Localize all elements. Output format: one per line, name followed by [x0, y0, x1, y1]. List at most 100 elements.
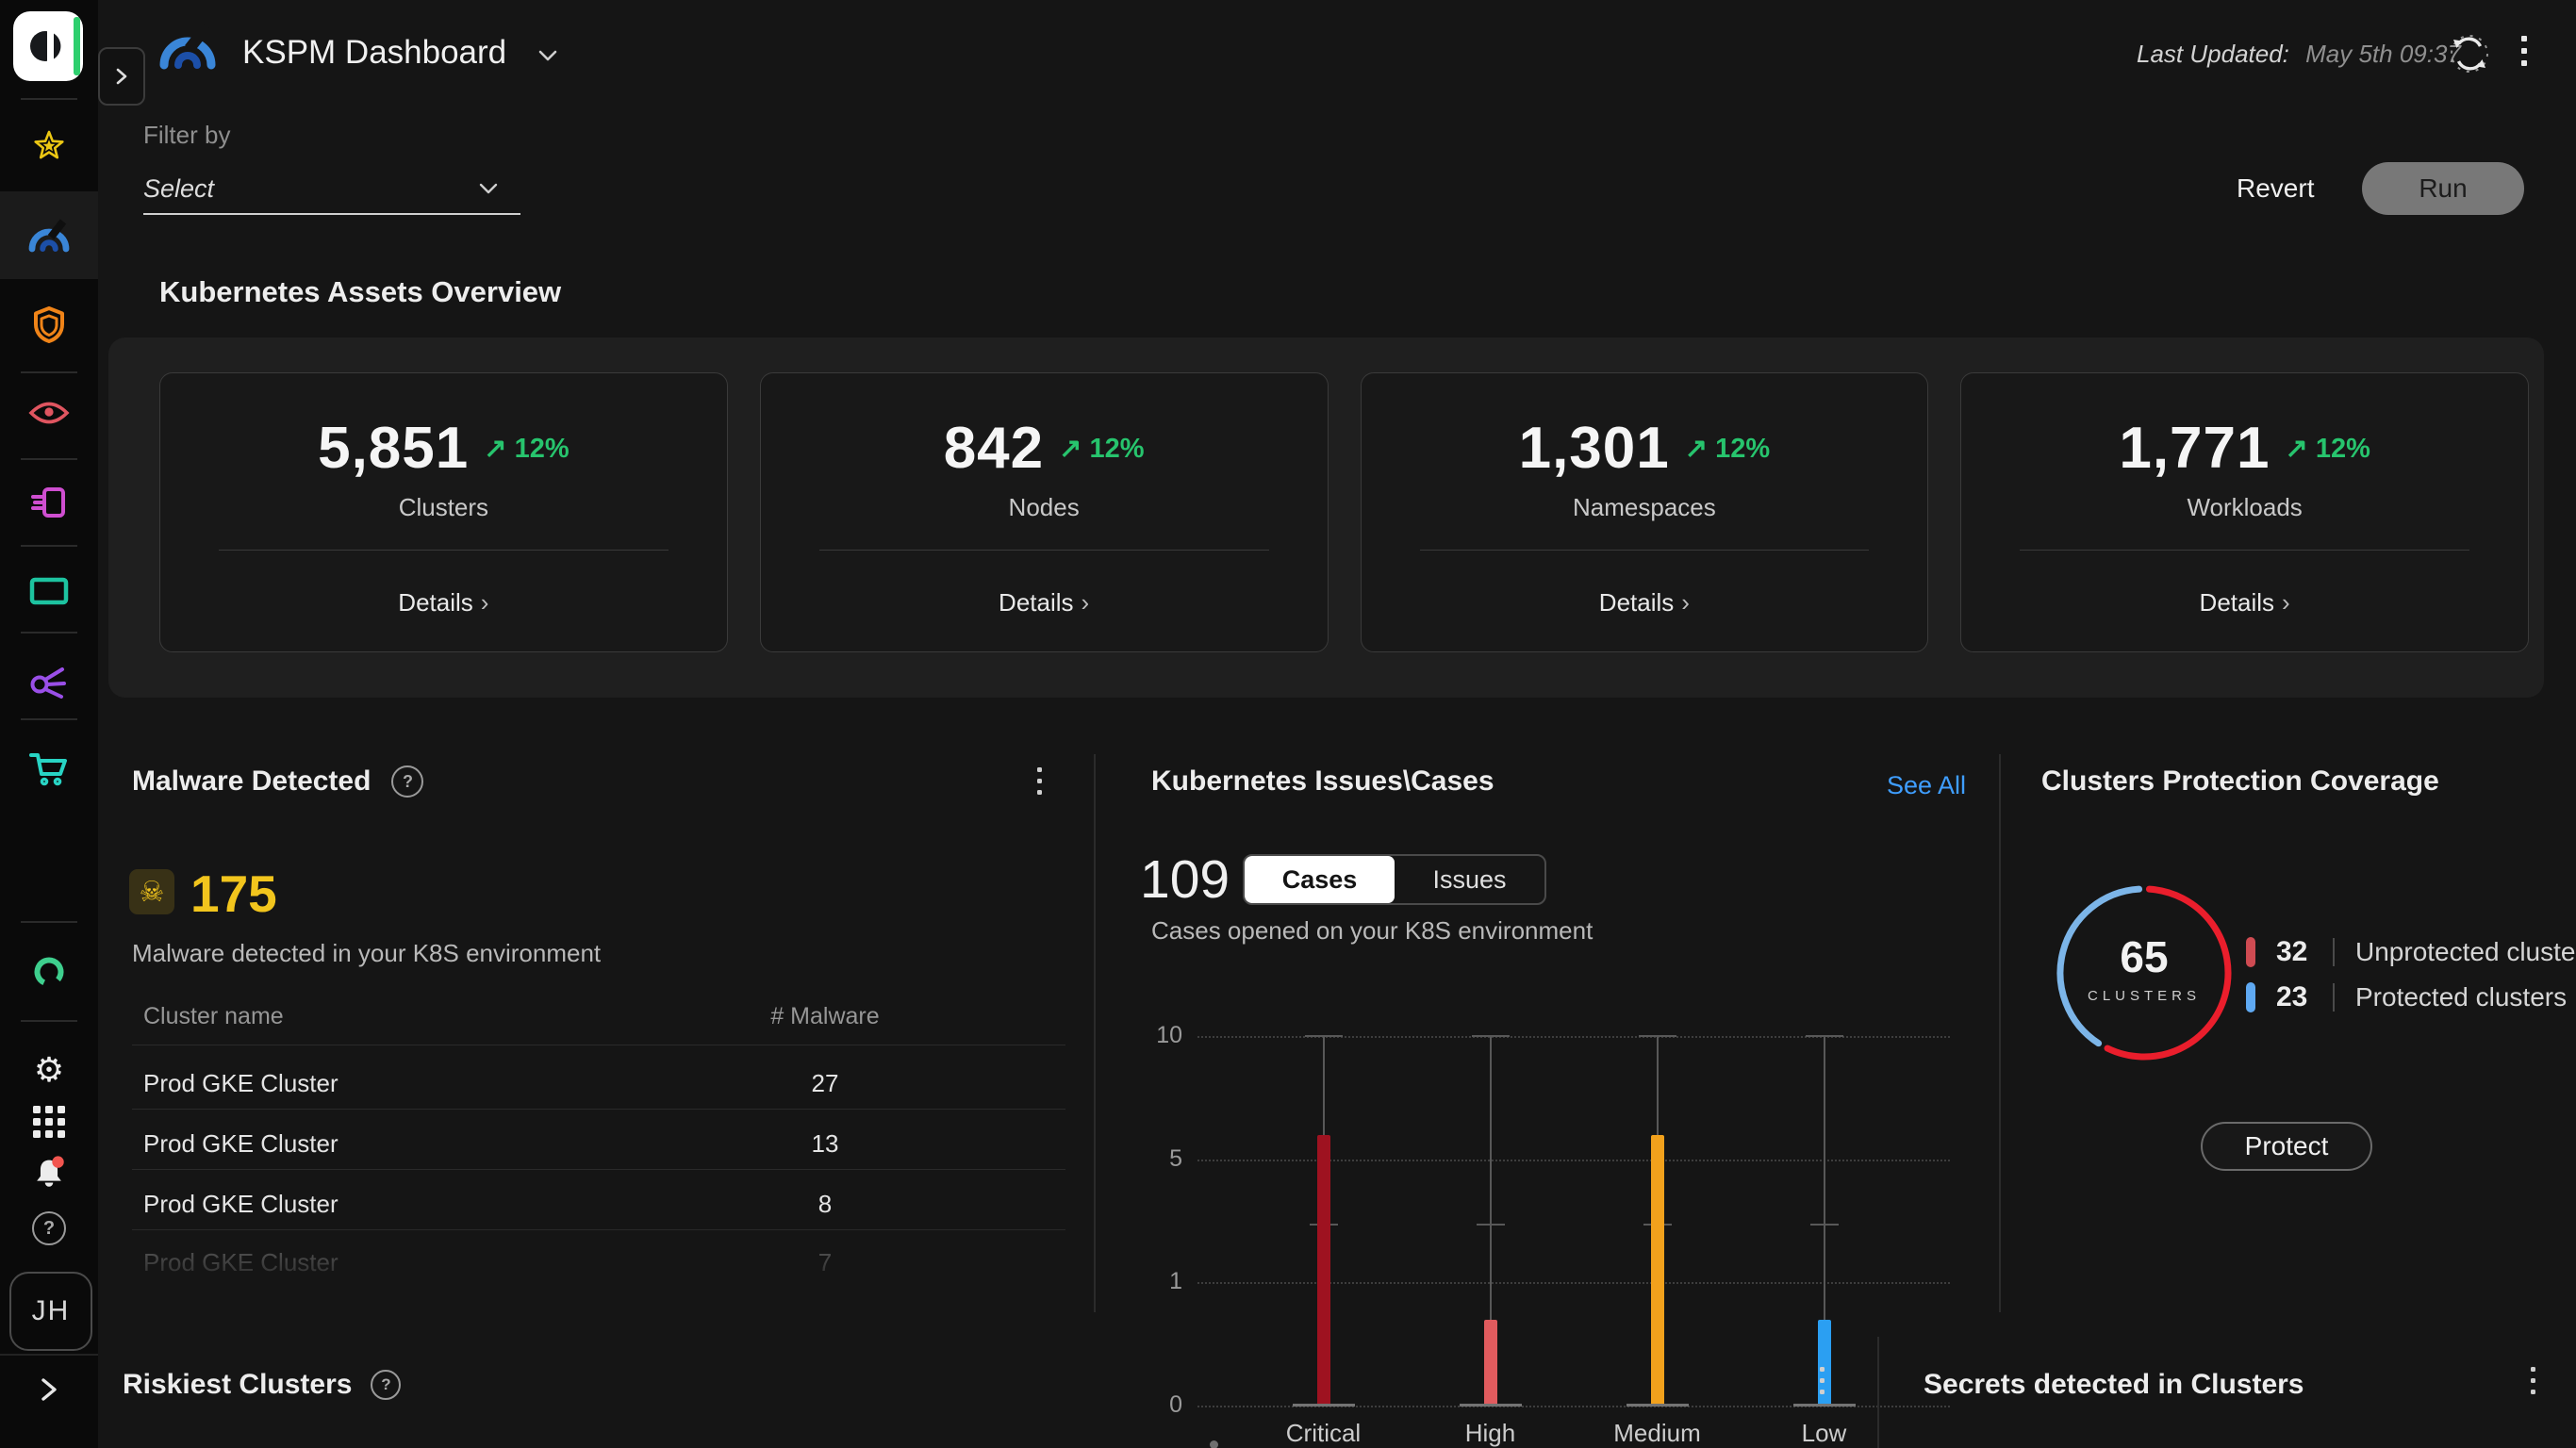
stat-delta: 12%: [514, 434, 570, 464]
stat-delta: 12%: [1089, 434, 1145, 464]
divider: [2333, 938, 2335, 966]
panel-divider: [1094, 754, 1096, 1312]
legend-value: 32: [2276, 936, 2308, 967]
table-row-cluster-name[interactable]: Prod GKE Cluster: [143, 1190, 339, 1218]
sidebar-divider: [21, 371, 77, 373]
sidebar-expand-chevron-icon[interactable]: [38, 1376, 60, 1403]
details-link[interactable]: Details ›: [398, 588, 489, 617]
sidebar-divider: [0, 1354, 98, 1356]
avatar[interactable]: JH: [9, 1272, 92, 1351]
legend-item-protected: 23 Protected clusters: [2246, 980, 2567, 1014]
baseline-segment: [1792, 1404, 1856, 1407]
help-icon[interactable]: ?: [32, 1211, 66, 1245]
stat-card-namespaces: 1,301 ↗ 12% Namespaces Details ›: [1360, 372, 1929, 652]
legend-swatch: [2246, 937, 2255, 967]
tab-issues[interactable]: Issues: [1432, 864, 1507, 894]
y-axis-tick-label: 5: [1169, 1144, 1182, 1172]
secrets-kebab-menu[interactable]: [2531, 1367, 2535, 1394]
assets-overview-container: 5,851 ↗ 12% Clusters Details › 842 ↗ 12% …: [108, 337, 2544, 698]
sidebar-item-shield[interactable]: [28, 304, 70, 345]
stat-card-clusters: 5,851 ↗ 12% Clusters Details ›: [159, 372, 728, 652]
baseline-segment: [1459, 1404, 1522, 1407]
trend-up-icon: ↗: [2285, 434, 2316, 464]
x-axis-label-medium: Medium: [1613, 1419, 1701, 1447]
legend-label: Protected clusters: [2355, 982, 2568, 1012]
sidebar-divider: [21, 98, 77, 100]
sidebar-item-monitor[interactable]: [28, 575, 70, 607]
filter-by-label: Filter by: [143, 121, 231, 149]
scroll-indicator-dot: [1210, 1440, 1218, 1448]
table-divider: [132, 1109, 1065, 1110]
run-button[interactable]: Run: [2362, 162, 2524, 215]
malware-panel-title: Malware Detected: [132, 765, 372, 797]
panel-divider: [1999, 754, 2001, 1312]
sidebar-item-network-nodes[interactable]: [28, 663, 70, 702]
revert-button[interactable]: Revert: [2237, 173, 2315, 203]
x-axis-label-low: Low: [1801, 1419, 1847, 1447]
divider: [1419, 550, 1870, 551]
details-link[interactable]: Details ›: [1598, 588, 1690, 617]
x-axis-label-high: High: [1464, 1419, 1516, 1447]
stat-label: Nodes: [1008, 493, 1080, 521]
riskiest-kebab-menu[interactable]: [1820, 1367, 1825, 1394]
sidebar-item-kspm-dashboard[interactable]: [26, 217, 72, 253]
sidebar-item-eye[interactable]: [28, 399, 70, 427]
protect-button[interactable]: Protect: [2201, 1122, 2372, 1171]
sidebar: ⚙ ? JH: [0, 0, 98, 1448]
panel-divider: [1877, 1337, 1879, 1448]
sidebar-item-document[interactable]: [30, 484, 68, 521]
details-link[interactable]: Details ›: [2199, 588, 2290, 617]
baseline-segment: [1626, 1404, 1689, 1407]
table-row-malware-count: 27: [811, 1069, 839, 1097]
sidebar-toggle-handle[interactable]: [98, 47, 145, 106]
chevron-down-icon[interactable]: [537, 49, 558, 67]
severity-bar-critical: [1316, 1134, 1330, 1406]
tab-cases[interactable]: Cases: [1245, 856, 1395, 903]
sidebar-item-star[interactable]: [28, 125, 70, 167]
sidebar-divider: [21, 458, 77, 460]
app-logo[interactable]: [13, 11, 83, 81]
donut-center-value: 65: [2120, 932, 2169, 981]
header-kebab-menu[interactable]: [2521, 36, 2527, 66]
skull-icon: ☠: [129, 869, 174, 914]
stat-value: 5,851: [318, 416, 470, 481]
notifications-bell-icon[interactable]: [29, 1154, 69, 1192]
sidebar-item-cart[interactable]: [28, 749, 70, 789]
refresh-icon[interactable]: [2448, 32, 2491, 80]
malware-kebab-menu[interactable]: [1037, 767, 1042, 795]
issues-panel-title: Kubernetes Issues\Cases: [1151, 765, 1494, 797]
donut-center: 65 CLUSTERS: [2046, 931, 2242, 1004]
last-updated: Last Updated: May 5th 09:37: [2137, 40, 2461, 69]
gridline: [1197, 1406, 1950, 1407]
assets-overview-title: Kubernetes Assets Overview: [159, 275, 562, 308]
riskiest-panel-title: Riskiest Clusters: [123, 1369, 353, 1400]
table-row-malware-count: 7: [817, 1248, 833, 1276]
apps-grid-icon[interactable]: [33, 1106, 65, 1138]
issues-subtitle: Cases opened on your K8S environment: [1151, 916, 1593, 945]
donut-center-label: CLUSTERS: [2087, 988, 2202, 1004]
filter-select[interactable]: Select: [143, 164, 520, 215]
table-row-cluster-name[interactable]: Prod GKE Cluster: [143, 1069, 339, 1097]
chevron-right-icon: ›: [480, 588, 489, 617]
sidebar-item-ring[interactable]: [30, 953, 68, 991]
help-icon[interactable]: ?: [371, 1370, 402, 1400]
protection-donut-chart: [2046, 875, 2242, 1071]
table-row-cluster-name[interactable]: Prod GKE Cluster: [143, 1129, 339, 1158]
whisker-mid-tick: [1476, 1224, 1505, 1226]
whisker-line: [1823, 1036, 1825, 1406]
sidebar-divider: [21, 921, 77, 923]
malware-count: 175: [190, 864, 277, 923]
x-axis-label-critical: Critical: [1285, 1419, 1362, 1447]
see-all-link[interactable]: See All: [1886, 771, 1966, 799]
settings-gear-icon[interactable]: ⚙: [33, 1050, 65, 1089]
baseline-segment: [1292, 1404, 1355, 1407]
trend-up-icon: ↗: [1684, 434, 1716, 464]
legend-value: 23: [2276, 981, 2308, 1012]
secrets-panel-title: Secrets detected in Clusters: [1924, 1369, 2304, 1400]
stat-label: Workloads: [2187, 493, 2303, 521]
help-icon[interactable]: ?: [391, 765, 424, 798]
details-link[interactable]: Details ›: [999, 588, 1090, 617]
table-row-cluster-name[interactable]: Prod GKE Cluster: [143, 1248, 339, 1276]
whisker-cap: [1471, 1035, 1510, 1037]
